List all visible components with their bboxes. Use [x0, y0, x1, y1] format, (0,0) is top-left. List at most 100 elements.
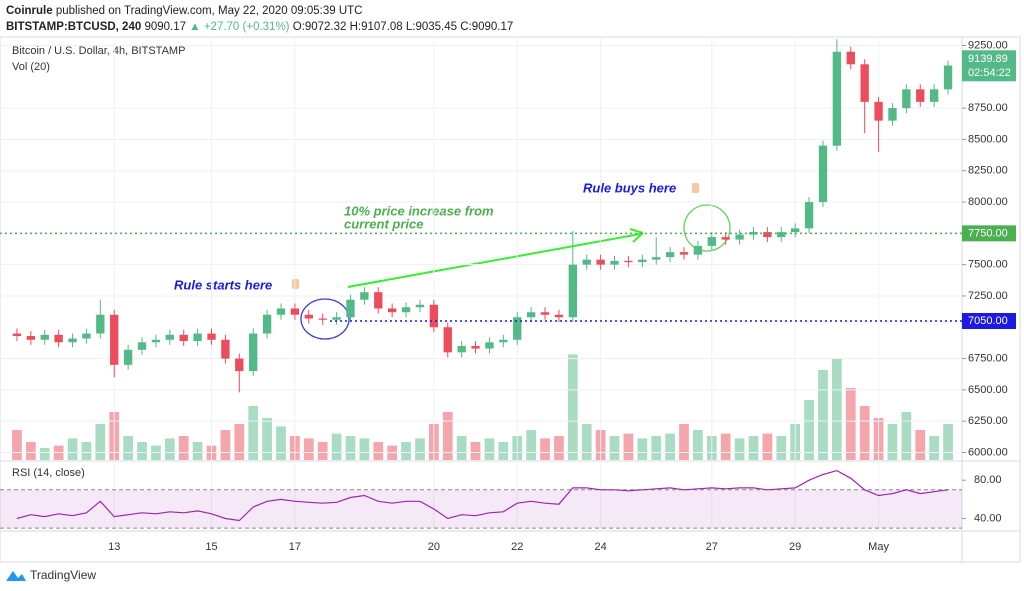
- annotation: 10% price increase from: [344, 203, 494, 218]
- volume-bar: [720, 433, 731, 460]
- x-tick-label: 22: [511, 541, 523, 553]
- candle-body: [707, 237, 716, 246]
- candle-body: [749, 232, 758, 235]
- volume-bar: [25, 442, 36, 460]
- volume-bar: [345, 436, 356, 460]
- arrow: ▲: [189, 21, 201, 33]
- candle-body: [276, 308, 286, 315]
- candle-body: [874, 101, 883, 121]
- volume-bar: [679, 424, 689, 460]
- volume-bar: [123, 436, 133, 460]
- candle-body: [777, 232, 786, 238]
- candle-body: [721, 237, 730, 240]
- volume-bar: [164, 438, 175, 460]
- x-tick-label: 27: [706, 541, 718, 553]
- rsi-title: RSI (14, close): [12, 467, 85, 479]
- volume-bar: [637, 438, 648, 460]
- volume-bar: [456, 436, 467, 460]
- volume-bar: [567, 354, 578, 460]
- volume-bar: [12, 430, 22, 460]
- volume-bar: [651, 436, 662, 460]
- volume-bar: [67, 438, 78, 460]
- symbol: BITSTAMP:BTCUSD, 240: [6, 21, 142, 33]
- candle-body: [804, 202, 814, 229]
- y-tick-label: 8750.00: [968, 102, 1008, 114]
- hand-icon: [292, 279, 299, 289]
- candle-body: [485, 342, 494, 349]
- level-label: 7750.00: [968, 227, 1008, 239]
- candle-body: [582, 259, 591, 265]
- x-tick-label: 15: [205, 541, 217, 553]
- candle-body: [207, 333, 216, 340]
- volume-bar: [415, 438, 425, 460]
- last-price-box: [962, 50, 1016, 82]
- candle-body: [26, 336, 36, 340]
- candle-body: [110, 314, 119, 365]
- volume-bar: [832, 358, 842, 460]
- volume-bar: [81, 442, 92, 460]
- volume-bar: [609, 436, 620, 460]
- y-tick-label: 8000.00: [968, 196, 1008, 208]
- y-tick-label: 40.00: [974, 512, 1002, 524]
- y-tick-label: 6500.00: [968, 384, 1008, 396]
- volume-bar: [748, 436, 759, 460]
- candle-body: [332, 317, 341, 320]
- candle-body: [526, 312, 536, 318]
- ohlc: O:9072.32 H:9107.08 L:9035.45 C:9090.17: [292, 21, 514, 33]
- hand-icon: [692, 183, 699, 193]
- rsi-line: [16, 469, 949, 522]
- x-tick-label: 20: [428, 541, 440, 553]
- volume-bar: [943, 424, 953, 460]
- frame: [0, 36, 1021, 563]
- candle-body: [123, 349, 133, 365]
- candle-body: [513, 317, 522, 340]
- header: Coinrule published on TradingView.com, M…: [6, 3, 513, 35]
- candle-body: [290, 308, 300, 315]
- change: +27.70 (+0.31%): [203, 21, 290, 33]
- candle-body: [82, 333, 91, 339]
- y-tick-label: 7250.00: [968, 290, 1008, 302]
- candle-body: [846, 51, 855, 65]
- candle-body: [388, 308, 397, 313]
- candle-body: [610, 260, 619, 265]
- candle-body: [916, 89, 925, 102]
- volume-bar: [470, 442, 481, 460]
- candle-body: [763, 232, 772, 238]
- volume-bar: [845, 388, 856, 460]
- last-price: 9139.89: [968, 53, 1008, 65]
- volume-bar: [762, 433, 773, 460]
- publisher-name: Coinrule: [6, 5, 53, 17]
- y-tick-label: 6750.00: [968, 352, 1008, 364]
- publisher-line: Coinrule published on TradingView.com, M…: [6, 3, 513, 19]
- volume-bar: [401, 442, 411, 460]
- x-tick-label: 24: [595, 541, 607, 553]
- candle-body: [429, 304, 439, 328]
- volume-bar: [95, 424, 106, 460]
- candle-body: [415, 304, 425, 308]
- symbol-line: BITSTAMP:BTCUSD, 240 9090.17 ▲ +27.70 (+…: [6, 19, 513, 35]
- brand-name: TradingView: [30, 568, 96, 582]
- candle-body: [401, 307, 411, 313]
- candle-body: [151, 339, 161, 343]
- y-tick-label: 8250.00: [968, 165, 1008, 177]
- volume-bar: [859, 406, 870, 460]
- x-tick-label: 13: [108, 541, 120, 553]
- candle-body: [638, 259, 647, 263]
- volume-bar: [887, 424, 898, 460]
- arrow-head: [629, 228, 644, 243]
- candle-body: [40, 334, 49, 340]
- candle-body: [902, 89, 911, 109]
- countdown: 02:54:22: [968, 67, 1011, 79]
- candle-body: [165, 334, 174, 340]
- volume-bar: [220, 430, 231, 460]
- candle-body: [735, 234, 744, 240]
- candle-body: [540, 312, 550, 315]
- x-tick-label: 29: [789, 541, 801, 553]
- annotation: Rule buys here: [583, 180, 676, 195]
- level-label-box: [962, 225, 1016, 242]
- candle-body: [262, 314, 272, 334]
- volume-bar: [178, 436, 189, 460]
- volume-bar: [276, 426, 286, 460]
- brand: TradingView: [6, 568, 96, 582]
